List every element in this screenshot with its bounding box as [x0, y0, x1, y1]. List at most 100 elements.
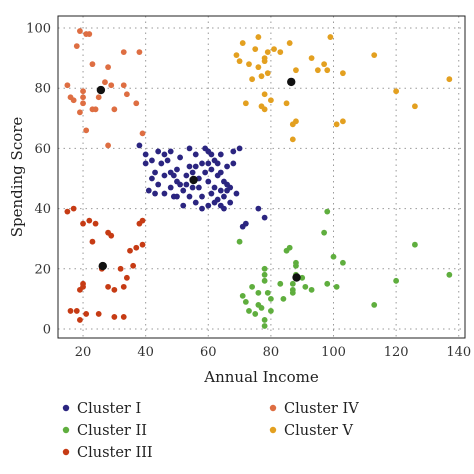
- legend-marker: [62, 426, 70, 434]
- data-point: [211, 199, 218, 206]
- data-point: [89, 238, 96, 245]
- data-point: [333, 121, 340, 128]
- data-point: [293, 67, 299, 74]
- data-point: [80, 100, 86, 107]
- data-point: [199, 205, 205, 212]
- data-point: [161, 190, 168, 197]
- data-point: [183, 172, 190, 179]
- data-point: [127, 247, 133, 254]
- legend: Cluster I Cluster II Cluster III Cluster IV…: [62, 401, 359, 461]
- y-tick-label: 0: [43, 322, 51, 337]
- legend-label: Cluster II: [77, 423, 147, 439]
- data-point: [255, 34, 262, 40]
- data-point: [177, 154, 184, 161]
- data-point: [164, 157, 171, 164]
- x-tick-label: 40: [137, 345, 154, 360]
- data-point: [233, 52, 240, 59]
- data-point: [333, 283, 340, 290]
- legend-marker: [269, 404, 277, 412]
- centroids: [96, 77, 301, 282]
- data-point: [286, 40, 293, 46]
- data-point: [73, 308, 80, 314]
- data-point: [180, 187, 187, 194]
- data-point: [167, 184, 174, 191]
- data-point: [261, 106, 268, 113]
- data-point: [167, 148, 174, 155]
- data-point: [180, 202, 187, 209]
- data-point: [208, 151, 215, 158]
- centroid-point: [96, 85, 106, 95]
- data-point: [108, 232, 115, 239]
- data-point: [130, 262, 137, 269]
- centroid-point: [98, 261, 107, 271]
- data-point: [242, 298, 249, 305]
- data-point: [149, 157, 155, 164]
- data-point: [83, 127, 90, 134]
- data-point: [299, 274, 306, 281]
- data-point: [205, 160, 212, 167]
- plot-frame: [57, 15, 466, 339]
- data-point: [139, 241, 146, 248]
- data-point: [67, 308, 74, 314]
- data-point: [86, 31, 93, 37]
- data-point: [102, 79, 108, 86]
- data-point: [186, 163, 193, 170]
- data-point: [252, 311, 259, 317]
- data-point: [174, 193, 180, 200]
- data-point: [321, 229, 328, 236]
- data-point: [267, 295, 274, 302]
- data-point: [133, 244, 140, 251]
- data-point: [330, 253, 337, 260]
- data-point: [208, 190, 215, 197]
- data-point: [95, 94, 102, 101]
- data-point: [192, 199, 199, 206]
- y-tick-label: 100: [26, 22, 51, 37]
- y-tick-label: 20: [34, 262, 51, 277]
- data-point: [205, 178, 212, 185]
- data-point: [227, 199, 234, 206]
- data-point: [321, 61, 328, 68]
- data-point: [211, 184, 218, 191]
- data-point: [186, 145, 193, 152]
- data-point: [77, 109, 83, 116]
- data-point: [249, 76, 256, 83]
- data-point: [261, 271, 268, 278]
- data-point: [264, 289, 271, 296]
- data-point: [186, 193, 193, 200]
- data-point: [246, 308, 252, 314]
- data-point: [217, 151, 224, 158]
- data-point: [111, 106, 118, 113]
- legend-label: Cluster V: [284, 423, 353, 439]
- data-point: [446, 271, 453, 278]
- data-point: [161, 172, 168, 179]
- data-point: [120, 314, 127, 320]
- data-point: [277, 280, 284, 287]
- data-point: [120, 283, 127, 290]
- x-tick-label: 140: [446, 345, 471, 360]
- data-point: [73, 43, 80, 49]
- data-point: [192, 163, 199, 170]
- legend-label: Cluster I: [77, 401, 141, 417]
- data-point: [277, 49, 284, 56]
- legend-label: Cluster III: [77, 445, 153, 461]
- data-point: [327, 34, 334, 40]
- data-point: [64, 208, 71, 215]
- data-point: [264, 49, 271, 56]
- centroid-point: [189, 175, 198, 185]
- data-point: [324, 208, 331, 215]
- data-point: [371, 52, 378, 59]
- y-tick-label: 40: [34, 202, 51, 217]
- centroid-point: [287, 77, 296, 87]
- data-point: [393, 277, 400, 284]
- data-point: [267, 308, 274, 314]
- data-point: [289, 136, 296, 143]
- x-tick-label: 20: [75, 345, 92, 360]
- data-point: [70, 205, 77, 212]
- data-point: [70, 97, 77, 104]
- data-point: [189, 169, 196, 176]
- data-point: [324, 280, 331, 287]
- data-point: [64, 82, 71, 89]
- data-point: [239, 292, 246, 299]
- data-point: [258, 73, 265, 80]
- data-point: [261, 323, 268, 329]
